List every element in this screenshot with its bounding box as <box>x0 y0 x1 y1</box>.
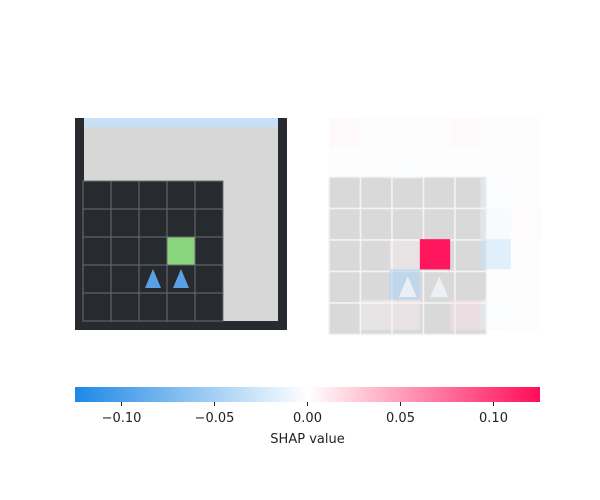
sky-strip <box>84 118 278 127</box>
faded-grid-cell <box>454 270 488 304</box>
grid-cell <box>166 208 196 238</box>
grid-cell <box>166 292 196 322</box>
grid-cell <box>194 208 224 238</box>
grid-cell <box>110 292 140 322</box>
colorbar-tick-label: 0.05 <box>386 411 415 426</box>
shap-cell <box>480 299 511 330</box>
colorbar-tick-label: 0.10 <box>479 411 508 426</box>
shap-cell <box>480 178 511 209</box>
shap-cell <box>480 239 511 270</box>
grid-cell <box>82 264 112 294</box>
faded-grid-cell <box>422 176 456 210</box>
shap-cell <box>510 208 541 240</box>
shap-cell <box>389 239 420 270</box>
faded-grid-cell <box>328 270 362 304</box>
grid-cell <box>82 208 112 238</box>
grid-cell <box>110 208 140 238</box>
shap-heatmap-panel <box>328 118 541 336</box>
faded-grid-cell <box>454 207 488 241</box>
faded-grid-cell <box>422 302 456 336</box>
grid-cell <box>194 180 224 210</box>
grid-cell <box>194 236 224 266</box>
shap-cell <box>480 208 511 240</box>
faded-grid-cell <box>391 176 425 210</box>
grid-cell <box>138 180 168 210</box>
shap-cell <box>389 148 420 179</box>
observation-panel <box>75 118 287 330</box>
colorbar-ticks: −0.10 −0.05 0.00 0.05 0.10 <box>102 402 508 426</box>
faded-grid-cell <box>328 207 362 241</box>
grid-cell <box>82 236 112 266</box>
faded-agent-marker <box>398 276 417 298</box>
grid-cell <box>82 292 112 322</box>
faded-grid-cell <box>391 207 425 241</box>
shap-cell <box>329 118 360 149</box>
grid-cell <box>166 180 196 210</box>
colorbar-label: SHAP value <box>270 432 344 447</box>
shap-cell <box>359 299 390 330</box>
colorbar-tick-label: −0.10 <box>102 411 142 426</box>
faded-grid-cell <box>391 302 425 336</box>
faded-grid-cell <box>328 239 362 273</box>
shap-cell <box>450 299 481 330</box>
shap-cell <box>450 118 481 149</box>
colorbar-tick-label: 0.00 <box>293 411 322 426</box>
goal-cell <box>166 236 196 266</box>
faded-grid-cell <box>422 207 456 241</box>
grid-cell <box>194 292 224 322</box>
grid-cell <box>138 292 168 322</box>
faded-grid-cell <box>328 302 362 336</box>
colorbar-tick-label: −0.05 <box>195 411 235 426</box>
colorbar: −0.10 −0.05 0.00 0.05 0.10 SHAP value <box>75 387 540 447</box>
faded-grid-cell <box>359 239 393 273</box>
colorbar-gradient <box>75 387 540 402</box>
grid-cell <box>138 208 168 238</box>
grid-cell <box>110 264 140 294</box>
faded-grid-cell <box>359 176 393 210</box>
agent-marker <box>173 269 189 288</box>
grid-cell <box>194 264 224 294</box>
grid-cell <box>110 180 140 210</box>
agent-marker <box>145 269 161 288</box>
faded-grid-cell <box>359 207 393 241</box>
faded-agent-marker <box>430 276 449 298</box>
grid-cell <box>110 236 140 266</box>
faded-grid-cell <box>328 176 362 210</box>
grid-cell <box>82 180 112 210</box>
faded-grid-cell <box>454 176 488 210</box>
shap-cell <box>419 239 451 270</box>
faded-grid-cell <box>454 302 488 336</box>
faded-grid-cell <box>359 270 393 304</box>
shap-cell <box>389 299 420 330</box>
grid-cell <box>138 236 168 266</box>
